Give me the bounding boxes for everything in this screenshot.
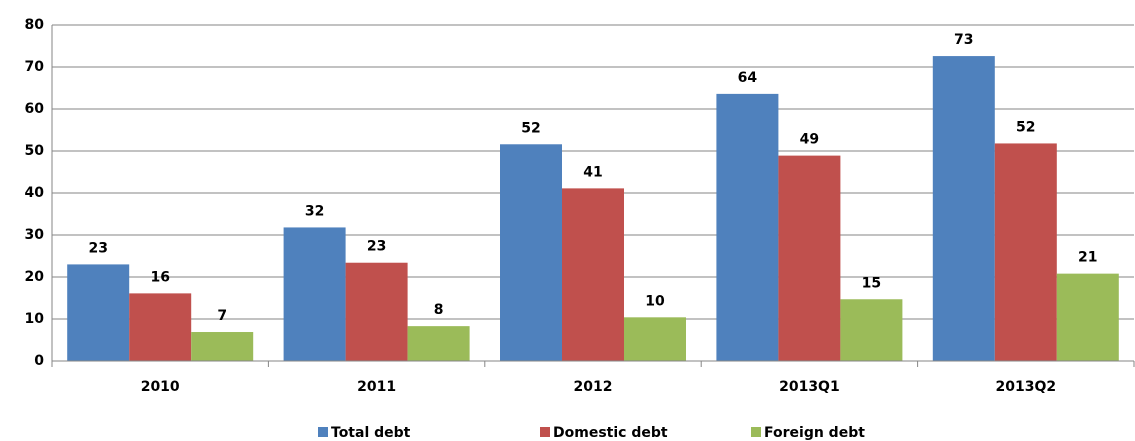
y-tick-label: 40 [25,185,45,201]
data-label: 7 [217,308,227,324]
bar [129,293,192,361]
y-tick-label: 70 [25,59,45,75]
x-tick-label: 2010 [141,379,180,395]
data-label: 8 [434,302,444,318]
data-label: 41 [583,164,602,180]
bar [67,264,130,361]
legend-label: Foreign debt [764,425,865,441]
data-label: 49 [800,132,819,148]
bar [345,262,408,361]
y-tick-label: 60 [25,101,45,117]
bar [624,317,686,361]
data-label: 23 [88,240,107,256]
data-label: 21 [1078,250,1097,266]
bar [283,227,346,361]
data-label: 23 [367,239,386,255]
x-tick-label: 2013Q1 [779,379,840,395]
data-label: 10 [645,293,665,309]
bar [716,93,779,361]
bar [932,56,995,362]
legend-label: Domestic debt [553,425,668,441]
bar [994,143,1057,361]
bar [778,155,841,361]
bar [562,188,624,361]
legend-label: Total debt [331,425,411,441]
bar [840,299,903,361]
bar [407,326,470,361]
bar [191,332,254,361]
data-label: 15 [862,275,881,291]
y-tick-label: 30 [25,227,45,243]
legend-swatch [318,427,328,437]
y-tick-label: 0 [34,353,44,369]
legend-swatch [751,427,761,437]
data-label: 73 [954,32,973,48]
y-tick-label: 20 [25,269,45,285]
data-label: 64 [738,70,758,86]
x-tick-label: 2011 [357,379,396,395]
y-tick-label: 10 [25,311,45,327]
x-tick-label: 2012 [574,379,613,395]
bar [500,144,562,361]
data-label: 16 [150,269,169,285]
y-tick-label: 50 [25,143,45,159]
bar [1056,273,1119,361]
legend-swatch [540,427,550,437]
data-label: 32 [305,203,324,219]
data-label: 52 [1016,119,1035,135]
data-label: 52 [521,120,540,136]
y-tick-label: 80 [25,17,45,33]
x-tick-label: 2013Q2 [995,379,1056,395]
